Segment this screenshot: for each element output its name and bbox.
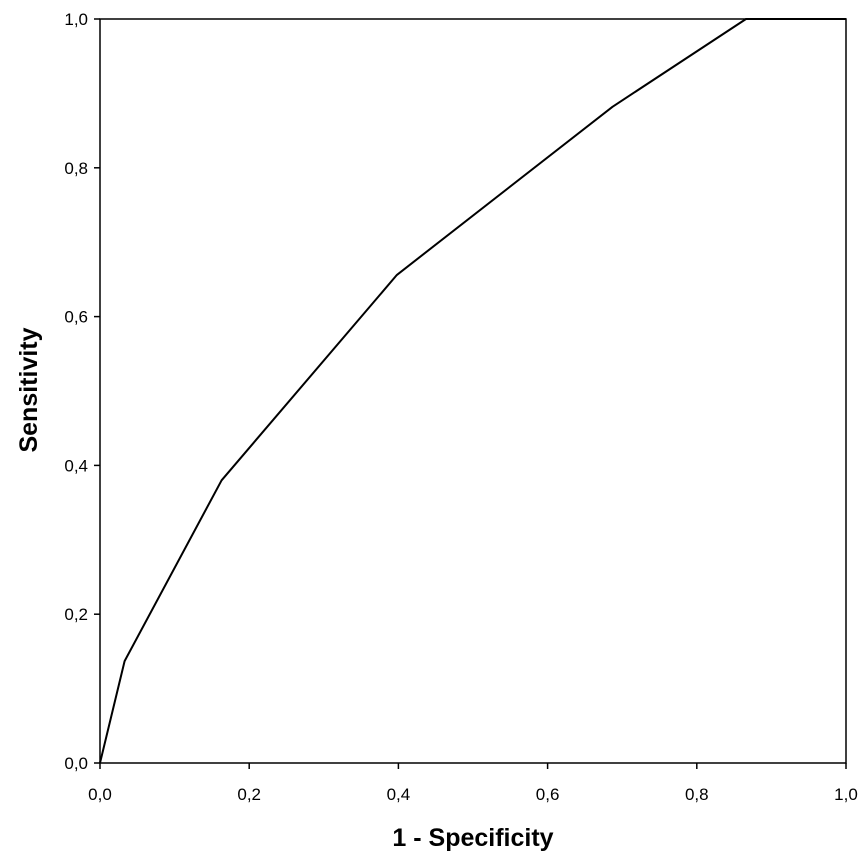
x-axis: 0,0 0,2 0,4 0,6 0,8 1,0 — [88, 763, 858, 804]
roc-curve-line — [99, 18, 846, 764]
y-tick-label: 0,2 — [64, 605, 88, 624]
y-tick-label: 0,6 — [64, 308, 88, 327]
x-tick-label: 0,8 — [685, 785, 709, 804]
plot-frame — [99, 18, 847, 764]
x-tick-label: 0,2 — [237, 785, 261, 804]
y-tick-label: 0,0 — [64, 754, 88, 773]
x-axis-title: 1 - Specificity — [392, 824, 553, 852]
x-tick-label: 0,0 — [88, 785, 112, 804]
y-tick-label: 0,8 — [64, 159, 88, 178]
y-tick-label: 1,0 — [64, 10, 88, 29]
x-tick-label: 1,0 — [834, 785, 858, 804]
y-axis-title: Sensitivity — [15, 327, 43, 452]
x-tick-label: 0,4 — [387, 785, 411, 804]
y-tick-label: 0,4 — [64, 456, 88, 475]
y-axis: 0,0 0,2 0,4 0,6 0,8 1,0 — [64, 10, 100, 773]
x-tick-label: 0,6 — [536, 785, 560, 804]
plot-area — [99, 18, 847, 764]
